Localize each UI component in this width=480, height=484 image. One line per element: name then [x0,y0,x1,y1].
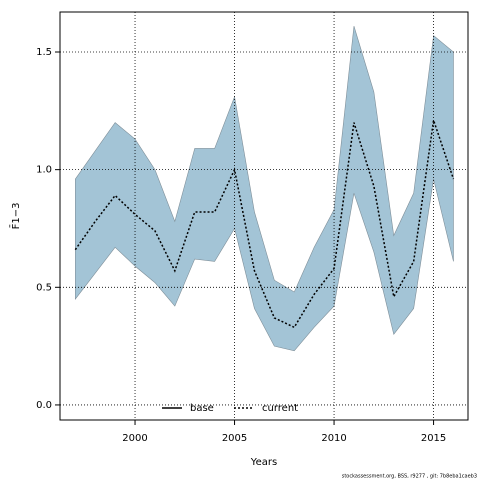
x-tick-label: 2005 [222,433,247,444]
confidence-band [75,26,454,352]
x-tick-label: 2000 [122,433,147,444]
y-axis-label: F̄1−3 [9,203,22,230]
y-tick-label: 1.0 [36,165,52,176]
line [74,119,455,329]
y-tick-label: 0.0 [36,400,52,411]
x-axis-label: Years [250,457,277,468]
x-tick-label: 2010 [321,433,346,444]
x-tick-label: 2015 [421,433,446,444]
plot-frame [59,11,469,421]
y-tick-label: 1.5 [36,47,52,58]
legend-label: base [190,403,214,414]
legend-label: current [262,403,298,414]
y-tick-label: 0.5 [36,282,52,293]
footnote: stockassessment.org, BSS, r9277 , git: 7… [342,474,477,480]
